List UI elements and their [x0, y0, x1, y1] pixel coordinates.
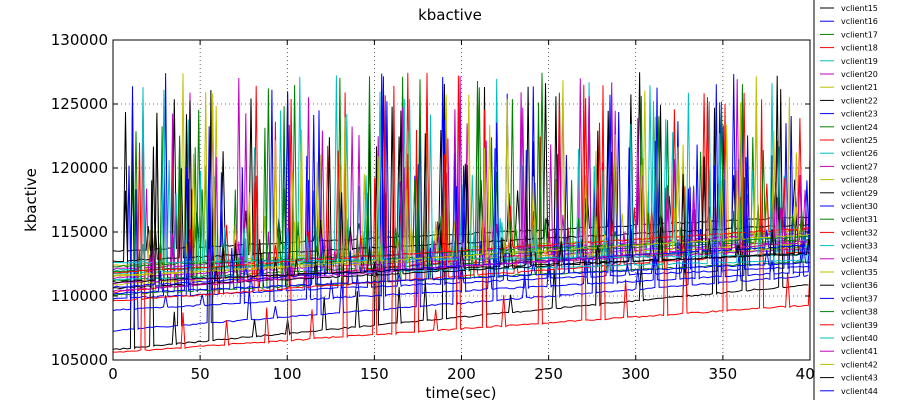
y-tick-label: 105000 [51, 351, 108, 369]
legend-label: vclient32 [841, 228, 878, 237]
x-tick-label: 250 [534, 365, 563, 383]
series-line-vclient44 [113, 91, 810, 295]
series-line-vclient30 [113, 76, 810, 312]
legend-label: vclient23 [841, 110, 878, 119]
legend-label: vclient44 [841, 387, 878, 396]
series-line-vclient23 [113, 84, 809, 332]
legend-label: vclient40 [841, 334, 878, 343]
series-line-vclient40 [113, 75, 810, 264]
x-tick-labels: 0 50 100 150 200 250 300 350 400 [108, 365, 824, 383]
axis-ticks [112, 39, 811, 361]
legend-label: vclient43 [841, 374, 878, 383]
legend-label: vclient27 [841, 162, 878, 171]
y-tick-label: 120000 [51, 159, 108, 177]
legend-label: vclient19 [841, 57, 878, 66]
legend: vclient15 vclient16 vclient17 vclient18 vcli… [813, 0, 900, 400]
x-tick-label: 200 [447, 365, 476, 383]
legend-label: vclient17 [841, 30, 878, 39]
legend-label: vclient24 [841, 123, 878, 132]
x-axis-label: time(sec) [426, 384, 497, 400]
legend-label: vclient37 [841, 294, 878, 303]
series-lines [113, 72, 810, 353]
series-line-vclient41 [113, 79, 810, 292]
series-line-vclient43 [113, 86, 810, 283]
chart-title: kbactive [418, 6, 482, 24]
legend-box [813, 0, 900, 400]
series-line-vclient26 [113, 85, 810, 275]
legend-label: vclient16 [841, 17, 878, 26]
x-tick-label: 50 [191, 365, 210, 383]
x-tick-label: 100 [273, 365, 302, 383]
legend-label: vclient15 [841, 4, 878, 13]
legend-label: vclient36 [841, 281, 878, 290]
legend-label: vclient22 [841, 96, 878, 105]
x-tick-label: 300 [621, 365, 650, 383]
legend-label: vclient39 [841, 321, 878, 330]
legend-label: vclient29 [841, 189, 878, 198]
legend-label: vclient35 [841, 268, 878, 277]
legend-label: vclient28 [841, 176, 878, 185]
y-tick-label: 110000 [51, 287, 108, 305]
legend-label: vclient42 [841, 360, 878, 369]
y-axis-label: kbactive [22, 168, 40, 232]
y-tick-label: 125000 [51, 95, 108, 113]
x-tick-label: 0 [108, 365, 118, 383]
y-tick-label: 115000 [51, 223, 108, 241]
legend-label: vclient20 [841, 70, 878, 79]
legend-label: vclient38 [841, 308, 878, 317]
legend-label: vclient33 [841, 242, 878, 251]
legend-label: vclient31 [841, 215, 878, 224]
legend-label: vclient25 [841, 136, 878, 145]
legend-label: vclient26 [841, 149, 878, 158]
y-tick-label: 130000 [51, 31, 108, 49]
legend-label: vclient34 [841, 255, 878, 264]
series-line-vclient22 [113, 83, 809, 351]
legend-label: vclient18 [841, 44, 878, 53]
y-tick-labels: 105000 110000 115000 120000 125000 130000 [51, 31, 108, 369]
x-tick-label: 150 [360, 365, 389, 383]
legend-label: vclient21 [841, 83, 878, 92]
legend-label: vclient41 [841, 347, 878, 356]
legend-label: vclient30 [841, 202, 878, 211]
x-tick-label: 350 [709, 365, 738, 383]
series-line-vclient25 [113, 75, 810, 353]
